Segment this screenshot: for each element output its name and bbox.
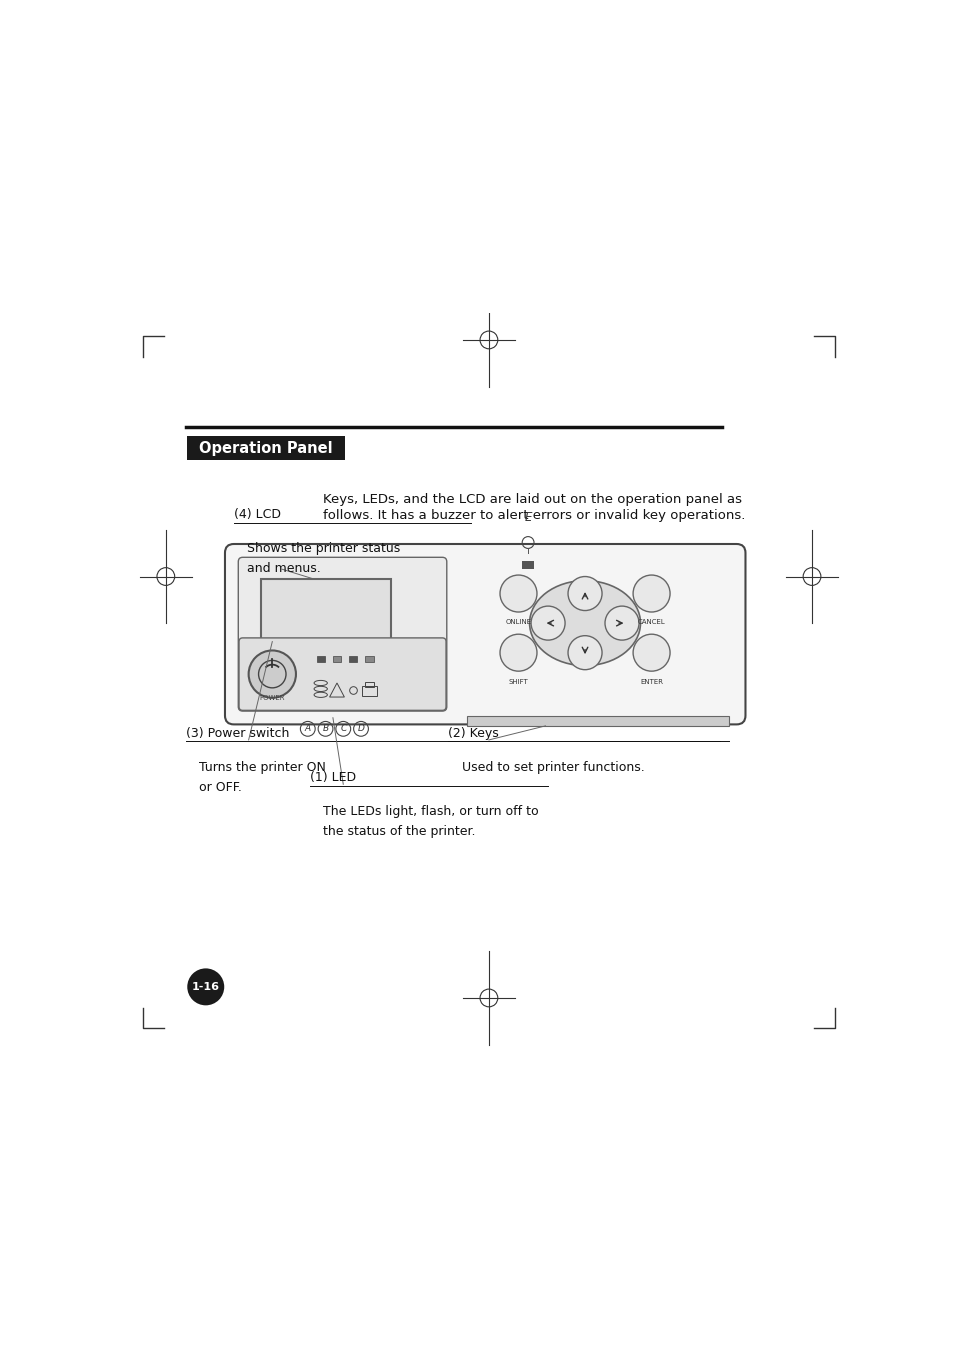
Text: Used to set printer functions.: Used to set printer functions. [461,761,643,774]
Text: (1) LED: (1) LED [310,771,355,785]
Circle shape [633,576,669,612]
Bar [521,561,534,569]
Circle shape [567,636,601,670]
Bar [466,716,728,725]
Circle shape [633,634,669,671]
Text: (2) Keys: (2) Keys [448,727,498,740]
Text: C: C [340,724,346,734]
Text: the status of the printer.: the status of the printer. [323,825,476,838]
Text: E: E [524,511,531,524]
Bar [261,580,390,640]
Text: 1-16: 1-16 [192,982,219,992]
Bar [333,655,341,662]
FancyBboxPatch shape [238,558,446,711]
Text: D: D [357,724,364,734]
Bar [316,655,324,662]
Text: Shows the printer status: Shows the printer status [247,542,400,555]
FancyBboxPatch shape [239,638,446,711]
Text: Turns the printer ON: Turns the printer ON [199,761,326,774]
Text: or OFF.: or OFF. [199,781,242,793]
Text: follows. It has a buzzer to alert errors or invalid key operations.: follows. It has a buzzer to alert errors… [322,508,744,521]
Circle shape [604,607,639,640]
Text: Operation Panel: Operation Panel [199,440,333,455]
Text: CANCEL: CANCEL [637,619,665,624]
Text: POWER: POWER [259,696,285,701]
FancyBboxPatch shape [187,436,345,461]
Circle shape [187,969,224,1005]
Bar [365,655,374,662]
Text: (4) LCD: (4) LCD [233,508,280,521]
Bar [365,682,374,688]
Circle shape [567,577,601,611]
Circle shape [531,607,564,640]
Text: A: A [304,724,311,734]
Text: SHIFT: SHIFT [508,680,528,685]
Bar [362,686,376,696]
Text: (3) Power switch: (3) Power switch [186,727,289,740]
Text: B: B [322,724,328,734]
Bar [349,655,357,662]
FancyBboxPatch shape [225,544,744,724]
Circle shape [499,634,537,671]
Text: The LEDs light, flash, or turn off to: The LEDs light, flash, or turn off to [323,805,538,817]
Circle shape [499,576,537,612]
Text: ENTER: ENTER [639,680,662,685]
Text: Keys, LEDs, and the LCD are laid out on the operation panel as: Keys, LEDs, and the LCD are laid out on … [322,493,740,507]
Text: and menus.: and menus. [247,562,320,574]
Text: ONLINE: ONLINE [505,619,531,624]
Circle shape [249,650,295,697]
Ellipse shape [529,581,639,666]
